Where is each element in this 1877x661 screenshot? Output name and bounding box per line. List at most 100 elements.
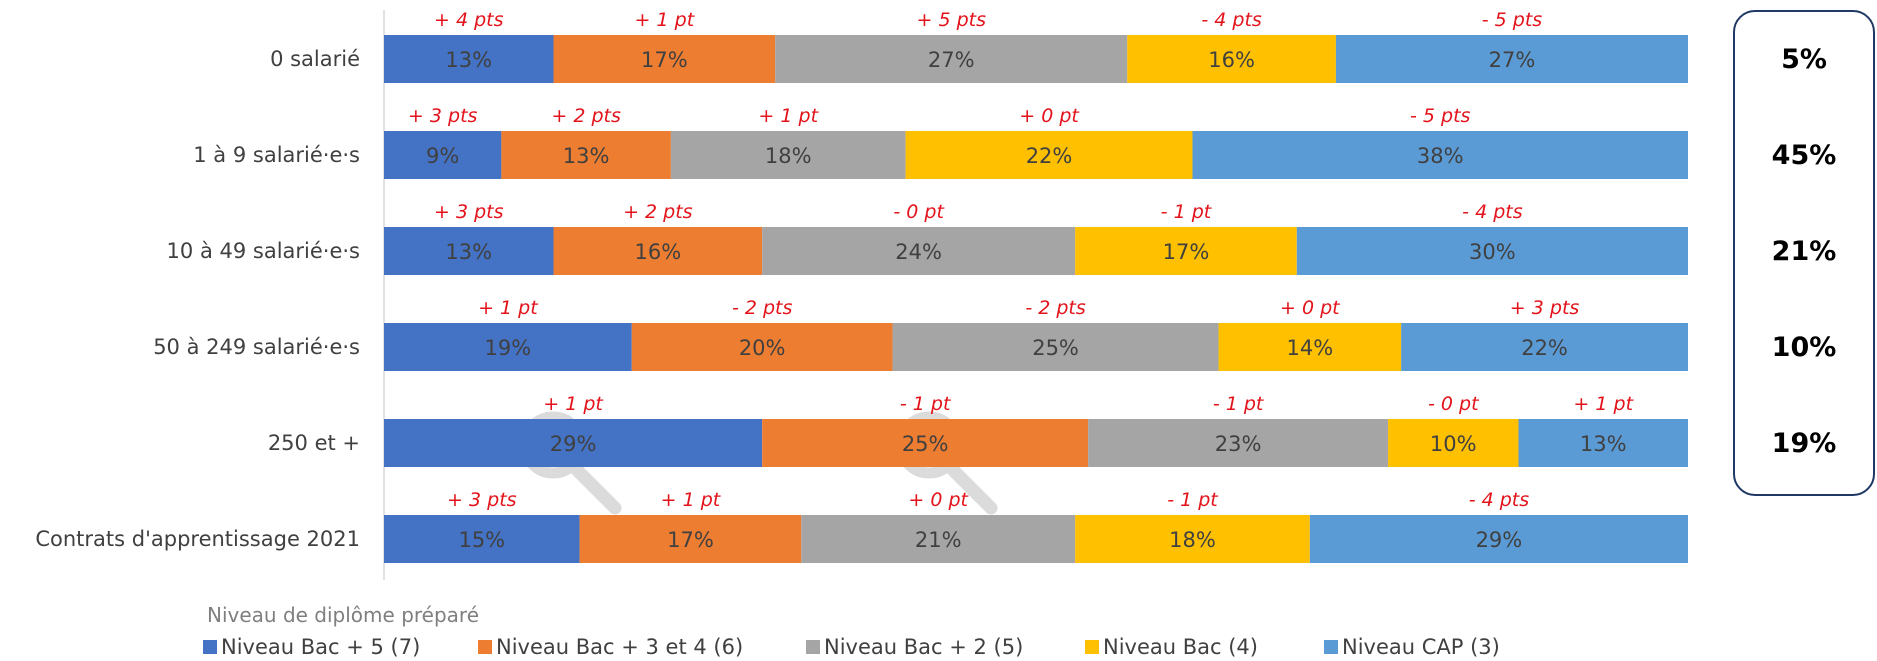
delta-annotation: - 1 pt xyxy=(1161,201,1213,223)
bar-segment xyxy=(1296,227,1688,275)
bar-segment xyxy=(579,515,802,563)
bar-segment xyxy=(384,35,554,83)
category-label: 10 à 49 salarié·e·s xyxy=(167,239,360,263)
delta-annotation: - 5 pts xyxy=(1410,105,1471,127)
delta-annotation: + 1 pt xyxy=(661,489,722,511)
data-label: 38% xyxy=(1417,144,1464,168)
delta-annotation: - 0 pt xyxy=(1428,393,1480,415)
bar-segment xyxy=(1401,323,1688,371)
legend-item: Niveau CAP (3) xyxy=(1324,635,1500,659)
delta-annotation: + 1 pt xyxy=(635,9,696,31)
data-label: 19% xyxy=(485,336,532,360)
bar-segment xyxy=(1518,419,1688,467)
delta-annotation: + 3 pts xyxy=(1510,297,1580,319)
side-value: 21% xyxy=(1771,236,1837,267)
legend-swatch xyxy=(478,640,492,654)
data-label: 27% xyxy=(928,48,975,72)
data-label: 17% xyxy=(1163,240,1210,264)
legend-swatch xyxy=(806,640,820,654)
data-label: 18% xyxy=(1169,528,1216,552)
data-label: 17% xyxy=(667,528,714,552)
side-value: 19% xyxy=(1771,428,1837,459)
bar-segment xyxy=(762,419,1089,467)
delta-annotation: + 3 pts xyxy=(434,201,504,223)
legend-swatch xyxy=(1085,640,1099,654)
category-label: 250 et + xyxy=(268,431,360,455)
data-label: 22% xyxy=(1521,336,1568,360)
legend-swatch xyxy=(203,640,217,654)
delta-annotation: - 5 pts xyxy=(1482,9,1543,31)
delta-annotation: - 2 pts xyxy=(732,297,793,319)
data-label: 13% xyxy=(1580,432,1627,456)
bar-segment xyxy=(905,131,1193,179)
delta-annotation: + 1 pt xyxy=(543,393,604,415)
delta-annotation: - 0 pt xyxy=(893,201,945,223)
legend-label: Niveau Bac (4) xyxy=(1103,635,1258,659)
bar-segment xyxy=(384,419,763,467)
delta-annotation: + 0 pt xyxy=(1280,297,1341,319)
data-label: 13% xyxy=(563,144,610,168)
legend-item: Niveau Bac (4) xyxy=(1085,635,1258,659)
bar-segment xyxy=(775,35,1128,83)
delta-annotation: - 4 pts xyxy=(1469,489,1530,511)
category-label: 1 à 9 salarié·e·s xyxy=(193,143,360,167)
data-label: 13% xyxy=(445,48,492,72)
legend-item: Niveau Bac + 2 (5) xyxy=(806,635,1023,659)
data-label: 24% xyxy=(895,240,942,264)
bar-segment xyxy=(1075,515,1310,563)
data-label: 13% xyxy=(445,240,492,264)
bar-segment xyxy=(670,131,906,179)
data-label: 21% xyxy=(915,528,962,552)
data-label: 30% xyxy=(1469,240,1516,264)
delta-annotation: - 1 pt xyxy=(1167,489,1219,511)
data-label: 29% xyxy=(550,432,597,456)
delta-annotation: - 1 pt xyxy=(1213,393,1265,415)
category-label: Contrats d'apprentissage 2021 xyxy=(35,527,360,551)
bar-segment xyxy=(1192,131,1688,179)
data-label: 17% xyxy=(641,48,688,72)
bar-segment xyxy=(501,131,671,179)
bar-segment xyxy=(801,515,1076,563)
delta-annotation: + 2 pts xyxy=(623,201,693,223)
data-label: 14% xyxy=(1286,336,1333,360)
bar-segment xyxy=(1218,323,1402,371)
bar-segment xyxy=(1309,515,1688,563)
side-values-box: 5% 45% 21% 10% 19% xyxy=(1733,10,1875,496)
legend-item: Niveau Bac + 5 (7) xyxy=(203,635,420,659)
delta-annotation: + 1 pt xyxy=(478,297,539,319)
legend-title: Niveau de diplôme préparé xyxy=(207,603,479,627)
bar-segment xyxy=(1335,35,1688,83)
bar-segment xyxy=(553,227,763,275)
legend-label: Niveau Bac + 3 et 4 (6) xyxy=(496,635,743,659)
data-label: 10% xyxy=(1430,432,1477,456)
legend-swatch xyxy=(1324,640,1338,654)
bar-segment xyxy=(762,227,1076,275)
delta-annotation: - 2 pts xyxy=(1025,297,1086,319)
delta-annotation: - 4 pts xyxy=(1462,201,1523,223)
legend-label: Niveau Bac + 2 (5) xyxy=(824,635,1023,659)
bar-segment xyxy=(384,515,580,563)
bar-segment xyxy=(892,323,1219,371)
legend-label: Niveau Bac + 5 (7) xyxy=(221,635,420,659)
side-value: 45% xyxy=(1771,140,1837,171)
data-label: 27% xyxy=(1489,48,1536,72)
data-label: 22% xyxy=(1026,144,1073,168)
data-label: 9% xyxy=(426,144,459,168)
bar-segment xyxy=(631,323,893,371)
category-label: 0 salarié xyxy=(270,47,360,71)
delta-annotation: + 3 pts xyxy=(408,105,478,127)
bar-segment xyxy=(1127,35,1336,83)
data-label: 16% xyxy=(634,240,681,264)
bar-segment xyxy=(384,323,632,371)
data-label: 18% xyxy=(765,144,812,168)
side-value: 5% xyxy=(1781,44,1827,75)
bar-segment xyxy=(1388,419,1519,467)
data-label: 23% xyxy=(1215,432,1262,456)
side-value: 10% xyxy=(1771,332,1837,363)
delta-annotation: + 1 pt xyxy=(758,105,819,127)
delta-annotation: + 1 pt xyxy=(1573,393,1634,415)
delta-annotation: + 2 pts xyxy=(551,105,621,127)
delta-annotation: - 1 pt xyxy=(900,393,952,415)
data-label: 25% xyxy=(1032,336,1079,360)
